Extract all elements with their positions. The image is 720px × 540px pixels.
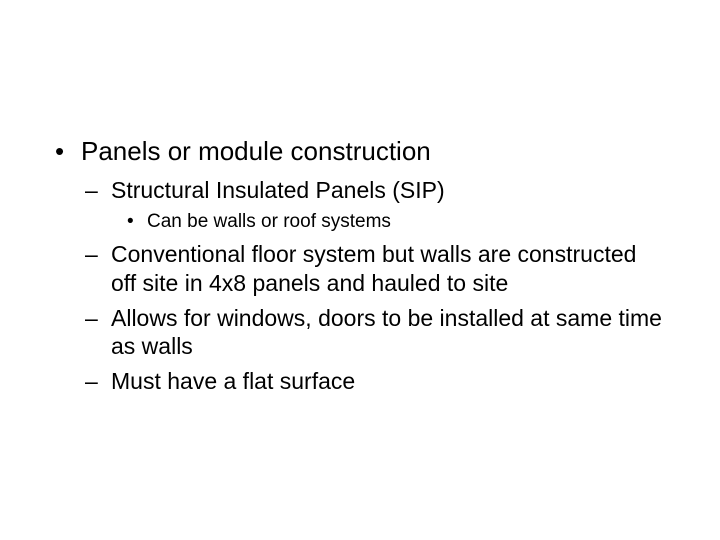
- bullet-text: Structural Insulated Panels (SIP): [111, 177, 445, 203]
- bullet-text: Allows for windows, doors to be installe…: [111, 305, 662, 360]
- bullet-text: Panels or module construction: [81, 136, 431, 166]
- bullet-text: Must have a flat surface: [111, 368, 355, 394]
- bullet-level2-conventional: Conventional floor system but walls are …: [55, 240, 665, 298]
- bullet-level1-main: Panels or module construction: [55, 135, 665, 168]
- bullet-level2-sip: Structural Insulated Panels (SIP): [55, 176, 665, 205]
- bullet-level3-walls-roof: Can be walls or roof systems: [55, 210, 665, 234]
- bullet-text: Conventional floor system but walls are …: [111, 241, 636, 296]
- bullet-text: Can be walls or roof systems: [147, 211, 391, 232]
- bullet-level2-flat-surface: Must have a flat surface: [55, 367, 665, 396]
- bullet-level2-windows-doors: Allows for windows, doors to be installe…: [55, 304, 665, 362]
